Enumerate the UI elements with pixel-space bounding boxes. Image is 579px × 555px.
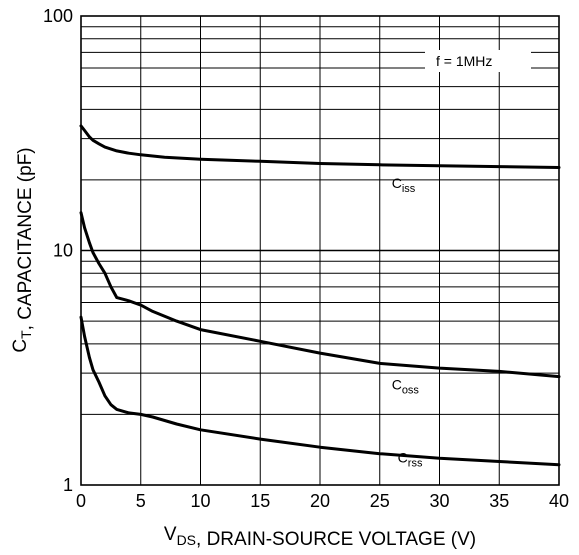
annotation-backdrop (425, 50, 531, 72)
x-tick-label: 25 (370, 491, 390, 511)
x-tick-label: 0 (76, 491, 86, 511)
x-tick-label: 35 (489, 491, 509, 511)
y-tick-label: 10 (53, 241, 73, 261)
y-tick-label: 1 (63, 475, 73, 495)
x-tick-label: 20 (310, 491, 330, 511)
x-tick-label: 15 (250, 491, 270, 511)
series-line-rss (79, 315, 561, 467)
x-tick-label: 40 (549, 491, 569, 511)
annotation-text: f = 1MHz (436, 53, 492, 69)
y-axis-title: CT, CAPACITANCE (pF) (10, 147, 36, 352)
x-tick-label: 30 (429, 491, 449, 511)
series-label-rss: Crss (398, 449, 423, 469)
frequency-annotation: f = 1MHz (425, 50, 531, 72)
series-line-oss (79, 211, 561, 379)
x-axis-title: VDS, DRAIN-SOURCE VOLTAGE (V) (164, 524, 476, 550)
x-tick-label: 10 (190, 491, 210, 511)
plot-frame (80, 15, 560, 486)
series-line-iss (79, 124, 561, 169)
x-tick-label: 5 (136, 491, 146, 511)
series-label-iss: Ciss (392, 175, 416, 195)
series-label-oss: Coss (392, 377, 420, 397)
grid-layer (81, 16, 559, 485)
tick-labels: 0 5 10 15 20 25 30 35 40 1 10 100 (43, 6, 569, 511)
y-tick-label: 100 (43, 6, 73, 26)
